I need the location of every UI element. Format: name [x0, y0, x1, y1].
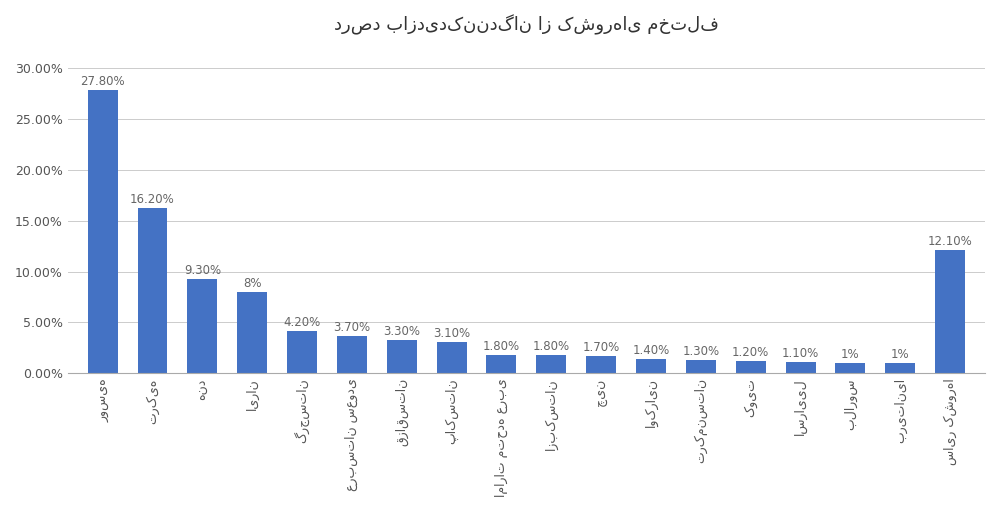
- Bar: [885, 363, 915, 373]
- Bar: [138, 208, 167, 373]
- Bar: [88, 90, 118, 373]
- Text: 3.70%: 3.70%: [333, 321, 370, 334]
- Bar: [835, 363, 865, 373]
- Text: 27.80%: 27.80%: [80, 75, 125, 88]
- Text: 3.10%: 3.10%: [433, 327, 470, 340]
- Text: 16.20%: 16.20%: [130, 194, 175, 206]
- Bar: [786, 362, 816, 373]
- Title: درصد بازدیدکنندگان از کشورهای مختلف: درصد بازدیدکنندگان از کشورهای مختلف: [334, 15, 719, 35]
- Text: 1.30%: 1.30%: [682, 345, 719, 358]
- Bar: [636, 359, 666, 373]
- Text: 4.20%: 4.20%: [283, 315, 321, 329]
- Text: 1%: 1%: [841, 348, 860, 361]
- Bar: [437, 342, 467, 373]
- Text: 1.40%: 1.40%: [632, 344, 670, 357]
- Text: 1.80%: 1.80%: [533, 340, 570, 353]
- Bar: [736, 361, 766, 373]
- Bar: [187, 279, 217, 373]
- Text: 1.10%: 1.10%: [782, 347, 819, 360]
- Bar: [387, 340, 417, 373]
- Bar: [237, 292, 267, 373]
- Text: 1%: 1%: [891, 348, 910, 361]
- Bar: [337, 336, 367, 373]
- Bar: [536, 355, 566, 373]
- Text: 9.30%: 9.30%: [184, 264, 221, 276]
- Text: 8%: 8%: [243, 277, 261, 290]
- Text: 1.70%: 1.70%: [583, 341, 620, 354]
- Bar: [287, 331, 317, 373]
- Bar: [935, 250, 965, 373]
- Bar: [686, 360, 716, 373]
- Text: 12.10%: 12.10%: [928, 235, 972, 248]
- Text: 1.80%: 1.80%: [483, 340, 520, 353]
- Text: 1.20%: 1.20%: [732, 346, 769, 359]
- Bar: [486, 355, 516, 373]
- Text: 3.30%: 3.30%: [383, 325, 420, 338]
- Bar: [586, 356, 616, 373]
